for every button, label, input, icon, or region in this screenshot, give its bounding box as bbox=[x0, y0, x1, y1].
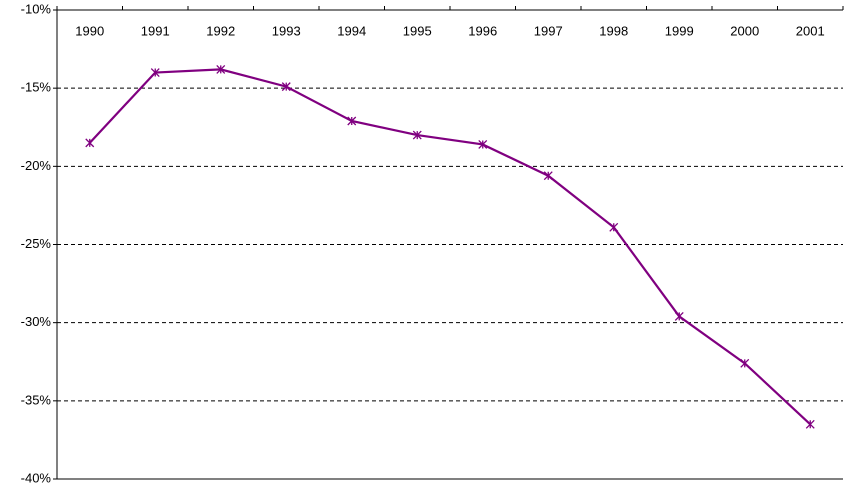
marker bbox=[216, 64, 226, 74]
y-tick-label: -25% bbox=[21, 236, 52, 251]
marker bbox=[281, 82, 291, 92]
x-tick-label: 1997 bbox=[534, 23, 563, 38]
y-tick-label: -30% bbox=[21, 314, 52, 329]
marker bbox=[412, 130, 422, 140]
y-tick-label: -40% bbox=[21, 470, 52, 485]
marker bbox=[543, 171, 553, 181]
marker bbox=[740, 358, 750, 368]
x-tick-label: 1996 bbox=[468, 23, 497, 38]
marker bbox=[85, 138, 95, 148]
x-tick-label: 1994 bbox=[337, 23, 366, 38]
marker bbox=[478, 139, 488, 149]
marker bbox=[805, 419, 815, 429]
y-tick-label: -20% bbox=[21, 158, 52, 173]
x-tick-label: 1991 bbox=[141, 23, 170, 38]
marker bbox=[609, 222, 619, 232]
series-line bbox=[88, 68, 811, 426]
y-tick-label: -10% bbox=[21, 1, 52, 16]
x-tick-label: 1990 bbox=[75, 23, 104, 38]
x-tick-label: 2001 bbox=[796, 23, 825, 38]
y-tick-label: -35% bbox=[21, 392, 52, 407]
y-tick-label: -15% bbox=[21, 80, 52, 95]
x-tick-label: 2000 bbox=[730, 23, 759, 38]
x-tick-label: 1992 bbox=[206, 23, 235, 38]
x-tick-label: 1995 bbox=[403, 23, 432, 38]
x-tick-label: 1998 bbox=[599, 23, 628, 38]
x-tick-label: 1999 bbox=[665, 23, 694, 38]
marker bbox=[150, 68, 160, 77]
marker bbox=[674, 311, 684, 321]
x-tick-label: 1993 bbox=[272, 23, 301, 38]
marker bbox=[347, 116, 357, 126]
